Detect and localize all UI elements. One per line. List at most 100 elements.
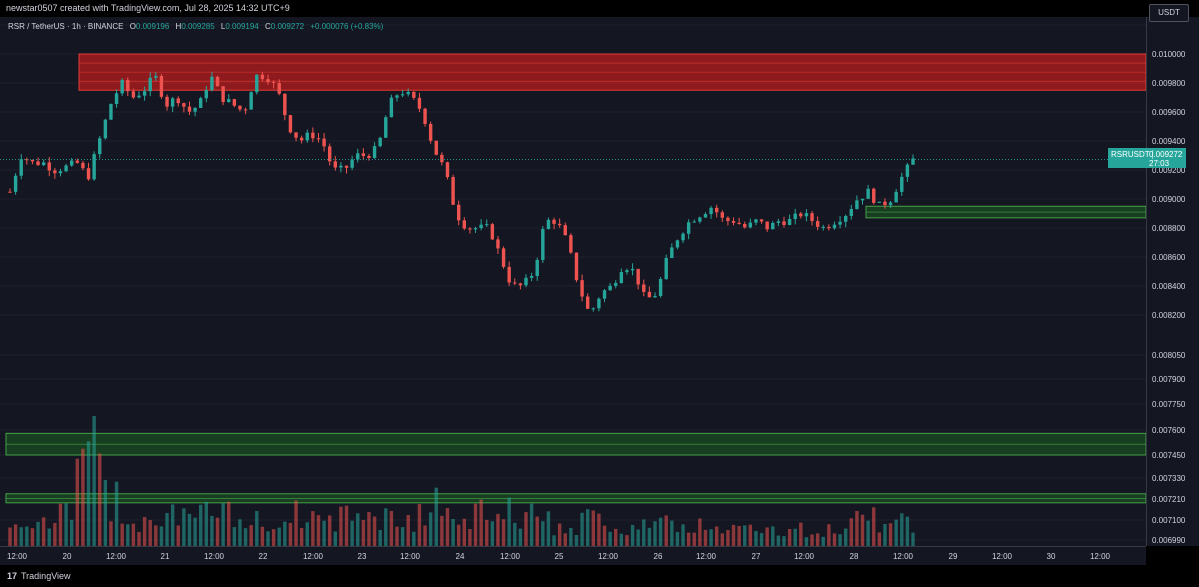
volume-bar [8,527,12,546]
candle-body [142,91,147,96]
candle-body [215,76,220,87]
tradingview-logo[interactable]: 17 TradingView [7,571,71,581]
volume-bar [367,511,371,546]
candle-body [344,165,349,168]
candle-body [614,283,618,286]
price-tick-label: 0.007750 [1152,400,1186,409]
volume-bar [524,512,528,546]
volume-bar [748,524,753,546]
candle-body [490,224,495,240]
candle-body [69,160,74,166]
volume-bar [793,528,797,546]
legend-low-label: L [220,22,226,31]
price-axis[interactable]: 0.010000 0.009800 0.009600 0.009400 0.009200… [1146,17,1199,546]
candle-body [821,226,825,228]
candlestick-chart[interactable] [0,17,1146,546]
time-tick-label: 12:00 [992,552,1013,561]
volume-bar [658,517,663,546]
volume-bar [176,525,180,546]
volume-bar [109,521,113,546]
candle-body [412,91,416,98]
volume-bar [507,497,511,546]
volume-bar [883,523,887,546]
price-tick-label: 0.009600 [1152,108,1186,117]
credit-text: newstar0507 created with TradingView.com… [6,3,290,13]
volume-bar [782,536,786,546]
candle-body [642,284,646,292]
time-tick-label: 24 [456,552,465,561]
candle-body [243,109,248,111]
candle-body [585,296,590,309]
currency-button[interactable]: USDT [1149,4,1189,22]
candle-body [473,228,478,230]
volume-bar [552,535,556,546]
volume-bar [754,530,758,546]
candle-body [311,132,315,139]
volume-bar [255,511,259,546]
candle-body [883,201,887,206]
volume-bar [350,520,354,546]
price-tick-label: 0.007450 [1152,451,1186,460]
volume-bar [36,521,40,546]
candle-body [98,138,102,155]
volume-bar [204,501,209,546]
footer: 17 TradingView [0,565,1199,587]
candle-body [232,99,237,106]
price-tag-price: 0.009272 [1149,150,1183,159]
candle-body [602,290,607,299]
candle-body [625,270,629,273]
volume-bar [838,534,842,546]
candle-body [630,268,635,271]
candle-body [877,201,882,203]
candle-body [496,239,500,249]
volume-bar [103,480,108,546]
price-tick-label: 0.007330 [1152,474,1186,483]
candle-body [647,291,652,298]
volume-bar [159,526,164,546]
candle-body [597,298,601,309]
candle-body [462,220,467,229]
volume-bar [81,448,85,546]
volume-bar [361,519,366,546]
candle-body [193,107,197,112]
time-tick-label: 23 [358,552,367,561]
candle-body [608,285,612,291]
time-tick-label: 12:00 [400,552,421,561]
volume-bar [372,516,377,546]
volume-bar [473,503,478,546]
candle-body [58,171,63,174]
candle-body [103,119,108,139]
volume-bar [787,529,792,546]
candle-body [765,221,769,230]
candle-body [501,248,506,267]
volume-bar [490,521,495,546]
volume-bar [120,523,124,546]
candle-body [86,168,91,180]
candle-body [709,207,713,215]
volume-bar [417,504,422,546]
candle-body [417,97,422,109]
volume-bar [894,519,898,546]
candle-body [210,76,214,91]
candle-body [832,224,837,229]
volume-bar [19,527,23,546]
candle-body [316,138,321,140]
volume-bar [41,517,46,546]
chart-area[interactable]: RSR / TetherUS · 1h · BINANCE O0.009196 … [0,17,1146,546]
volume-bar [182,508,186,546]
volume-bar [877,532,882,546]
candle-body [271,82,276,84]
volume-bar [479,499,483,546]
volume-bar [866,520,870,546]
candle-body [535,259,539,276]
volume-bar [855,510,859,546]
legend-open-label: O [129,22,136,31]
price-tick-label: 0.007210 [1152,495,1186,504]
candle-body [367,155,371,158]
time-tick-label: 12:00 [204,552,225,561]
volume-bar [529,503,534,546]
ohlc-legend: RSR / TetherUS · 1h · BINANCE O0.009196 … [8,22,383,31]
candle-body [658,279,663,296]
volume-bar [198,504,203,546]
time-axis[interactable]: 12:00 20 12:00 21 12:00 22 12:00 23 12:00 24 12:00… [0,546,1146,565]
